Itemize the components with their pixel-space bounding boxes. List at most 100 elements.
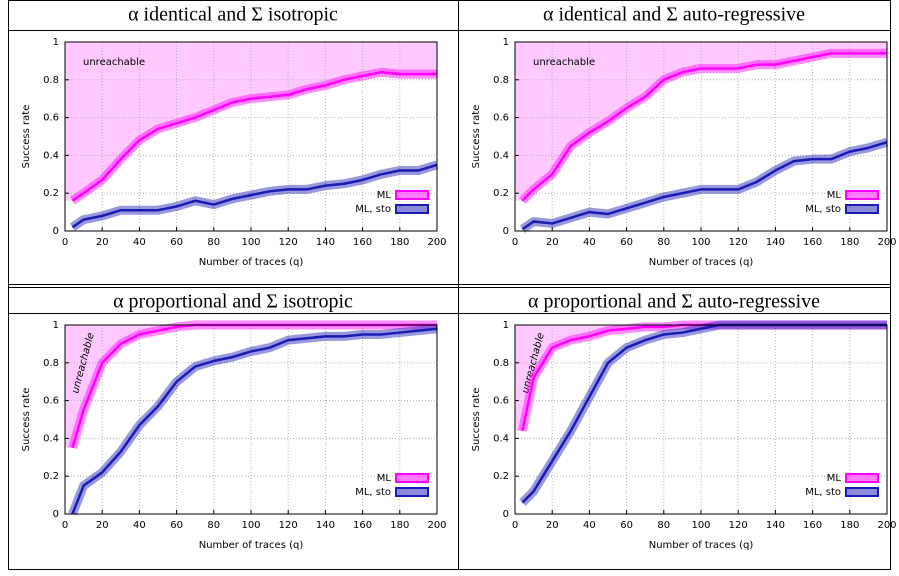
y-tick-label: 0.8 [493,358,509,369]
x-tick-label: 40 [583,237,596,248]
x-tick-label: 60 [620,237,633,248]
x-tick-label: 80 [207,520,220,531]
x-tick-label: 40 [133,237,146,248]
y-tick-label: 0 [503,226,509,237]
x-tick-label: 60 [170,237,183,248]
x-tick-label: 160 [353,520,372,531]
x-tick-label: 120 [279,237,298,248]
x-axis-label: Number of traces (q) [199,540,304,551]
plot-frame [64,41,438,232]
y-tick-label: 0.4 [493,150,509,161]
series-line [521,140,888,231]
chart-title: α identical and Σ auto-regressive [543,4,805,26]
y-tick-label: 0.6 [43,396,59,407]
x-tick-label: 140 [766,520,785,531]
x-tick-label: 60 [170,520,183,531]
x-tick-label: 40 [133,520,146,531]
chart-title: α proportional and Σ auto-regressive [528,291,820,313]
x-tick-label: 80 [207,237,220,248]
x-tick-label: 20 [546,237,559,248]
y-tick-label: 0 [53,226,59,237]
x-tick-label: 0 [62,237,68,248]
y-tick-label: 0.2 [493,471,509,482]
y-tick-label: 0.4 [493,433,509,444]
x-tick-label: 60 [620,520,633,531]
y-tick-label: 1 [53,320,59,331]
legend-label: ML, sto [355,487,391,498]
x-tick-label: 100 [241,520,260,531]
series-line [71,70,437,202]
y-tick-label: 0.6 [493,396,509,407]
x-tick-label: 140 [766,237,785,248]
y-tick-label: 0.2 [493,188,509,199]
x-axis-label: Number of traces (q) [649,540,754,551]
x-tick-label: 200 [427,520,446,531]
chart-title: α identical and Σ isotropic [128,4,338,26]
x-tick-label: 20 [96,520,109,531]
y-tick-label: 0.8 [43,358,59,369]
legend-swatch [395,204,429,214]
series-line [71,163,438,229]
x-tick-label: 160 [803,520,822,531]
series-line [521,52,887,202]
x-tick-label: 120 [729,237,748,248]
y-axis-label: Success rate [471,105,482,169]
chart-title: α proportional and Σ isotropic [113,291,353,313]
y-tick-label: 0.6 [43,113,59,124]
unreachable-region [65,42,437,201]
y-tick-label: 0 [53,509,59,520]
legend-swatch [845,473,879,483]
y-tick-label: 0.4 [43,150,59,161]
legend-label: ML, sto [355,204,391,215]
legend-label: ML [377,473,392,484]
legend-swatch [845,190,879,200]
x-tick-label: 200 [877,237,896,248]
x-tick-label: 40 [583,520,596,531]
y-tick-label: 0.4 [43,433,59,444]
x-tick-label: 100 [241,237,260,248]
annotation: unreachable [83,57,145,68]
x-tick-label: 80 [657,237,670,248]
x-tick-label: 20 [96,237,109,248]
x-tick-label: 120 [729,520,748,531]
x-tick-label: 100 [691,237,710,248]
x-tick-label: 160 [353,237,372,248]
y-tick-label: 0.8 [43,75,59,86]
y-tick-label: 0.2 [43,188,59,199]
y-tick-label: 1 [53,37,59,48]
unreachable-region [515,325,887,431]
y-tick-label: 0.6 [493,113,509,124]
plot-frame [514,324,888,515]
x-tick-label: 140 [316,237,335,248]
unreachable-region [515,42,887,201]
x-tick-label: 180 [840,237,859,248]
x-tick-label: 0 [512,520,518,531]
x-axis-label: Number of traces (q) [199,257,304,268]
plot-frame [64,324,438,515]
x-tick-label: 200 [877,520,896,531]
x-axis-label: Number of traces (q) [649,257,754,268]
x-tick-label: 120 [279,520,298,531]
series-line [71,327,438,515]
x-tick-label: 140 [316,520,335,531]
y-tick-label: 1 [503,320,509,331]
y-axis-label: Success rate [21,105,32,169]
x-tick-label: 100 [691,520,710,531]
legend-label: ML, sto [805,487,841,498]
plot-frame [514,41,888,232]
y-axis-label: Success rate [471,388,482,452]
x-tick-label: 20 [546,520,559,531]
annotation: unreachable [533,57,595,68]
legend-label: ML [377,190,392,201]
x-tick-label: 200 [427,237,446,248]
x-tick-label: 180 [390,237,409,248]
x-tick-label: 0 [512,237,518,248]
y-tick-label: 0 [503,509,509,520]
confidence-band [68,320,437,450]
legend-label: ML [827,190,842,201]
y-tick-label: 0.2 [43,471,59,482]
x-tick-label: 160 [803,237,822,248]
legend-label: ML [827,473,842,484]
y-tick-label: 0.8 [493,75,509,86]
